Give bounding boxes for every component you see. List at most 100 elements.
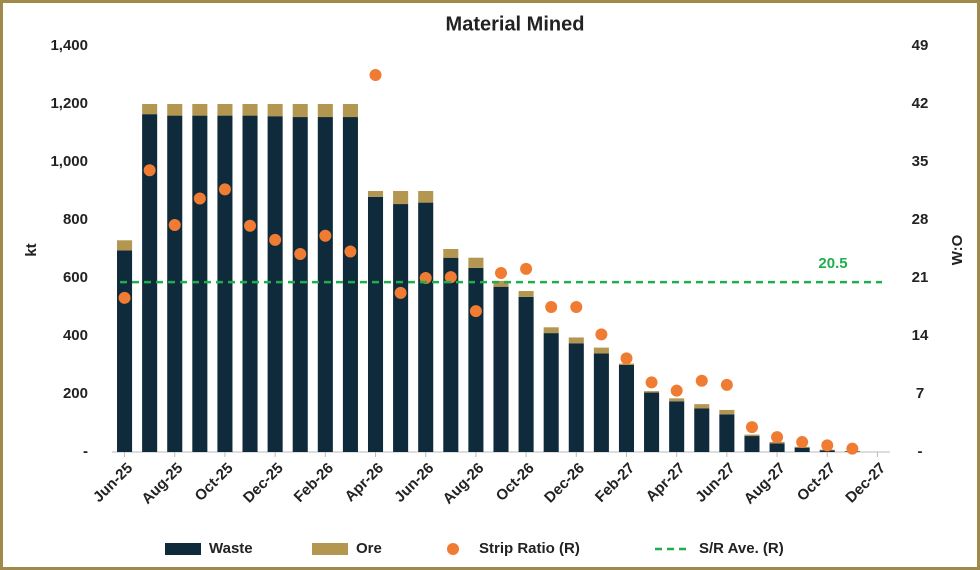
bar-segment: [593, 353, 609, 452]
strip-ratio-point: [645, 376, 658, 389]
bar-segment: [367, 191, 384, 197]
bar-segment: [418, 191, 434, 203]
bar-segment: [117, 250, 133, 452]
bar-segment: [217, 115, 233, 452]
strip-ratio-point: [444, 271, 457, 284]
strip-ratio-point: [771, 431, 784, 444]
y2-tick-label: -: [918, 443, 923, 460]
strip-ratio-point: [168, 218, 181, 231]
legend-label: Ore: [356, 540, 382, 557]
bar-segment: [568, 337, 584, 344]
bar-segment: [167, 115, 183, 452]
bar-segment: [794, 447, 810, 452]
bar-segment: [518, 291, 534, 297]
strip-ratio-point: [821, 439, 834, 452]
bar-segment: [317, 104, 333, 118]
bar-segment: [267, 116, 283, 453]
bar-segment: [292, 117, 308, 453]
strip-ratio-point: [344, 245, 357, 258]
strip-ratio-point: [695, 374, 708, 387]
legend-swatch: [447, 543, 459, 555]
bar-segment: [644, 392, 660, 452]
y-tick-label: 200: [63, 385, 88, 402]
bar-segment: [719, 414, 735, 452]
strip-ratio-point: [595, 328, 608, 341]
bar-segment: [292, 104, 308, 118]
strip-ratio-point: [545, 301, 558, 313]
bar-segment: [167, 104, 183, 116]
average-label: 20.5: [818, 255, 847, 272]
bar-segment: [593, 347, 609, 354]
y-tick-label: 1,200: [50, 95, 88, 112]
bar-segment: [443, 257, 459, 452]
strip-ratio-point: [394, 286, 407, 299]
chart-title: Material Mined: [446, 13, 585, 35]
bar-segment: [142, 104, 158, 115]
bar-segment: [618, 365, 635, 452]
strip-ratio-point: [620, 352, 633, 365]
legend-swatch: [312, 543, 348, 555]
strip-ratio-point: [269, 233, 282, 246]
legend-label: Strip Ratio (R): [479, 540, 580, 557]
legend-swatch: [165, 543, 201, 555]
bar-segment: [393, 204, 409, 452]
bar-segment: [493, 280, 509, 287]
bar-segment: [217, 104, 233, 116]
bar-segment: [192, 104, 208, 116]
strip-ratio-point: [520, 262, 533, 275]
bar-segment: [267, 104, 283, 117]
bar-segment: [418, 202, 434, 452]
y2-tick-label: 49: [912, 37, 929, 54]
legend-label: Waste: [209, 540, 253, 557]
y-tick-label: 1,400: [50, 37, 88, 54]
legend-label: S/R Ave. (R): [699, 540, 784, 557]
strip-ratio-point: [244, 219, 257, 232]
bar-segment: [367, 196, 384, 452]
bar-segment: [468, 267, 484, 452]
bar-segment: [192, 115, 208, 452]
y2-tick-label: 35: [912, 153, 929, 170]
bar-segment: [694, 408, 710, 452]
strip-ratio-point: [495, 267, 507, 280]
y-tick-label: -: [83, 443, 88, 460]
strip-ratio-point: [143, 164, 156, 177]
strip-ratio-point: [319, 229, 332, 242]
y-tick-label: 400: [63, 327, 88, 344]
bar-segment: [468, 257, 484, 268]
bar-segment: [694, 404, 710, 409]
bar-segment: [744, 434, 760, 437]
bar-segment: [493, 286, 509, 452]
strip-ratio-point: [193, 192, 206, 205]
strip-ratio-point: [846, 442, 859, 455]
y2-tick-label: 7: [916, 385, 924, 402]
strip-ratio-point: [570, 301, 583, 313]
strip-ratio-point: [796, 436, 809, 449]
bar-segment: [744, 436, 760, 452]
bar-segment: [669, 401, 685, 452]
bar-segment: [644, 391, 660, 393]
strip-ratio-point: [670, 384, 683, 397]
strip-ratio-point: [469, 305, 482, 318]
y-tick-label: 1,000: [50, 153, 88, 170]
bar-segment: [669, 398, 685, 402]
y2-axis-label: W:O: [949, 234, 966, 265]
bar-segment: [242, 104, 258, 116]
strip-ratio-point: [720, 378, 733, 391]
bar-segment: [342, 117, 358, 453]
bar-segment: [342, 104, 358, 118]
bar-segment: [568, 343, 584, 452]
strip-ratio-point: [118, 291, 131, 304]
strip-ratio-point: [745, 421, 758, 434]
bar-segment: [393, 191, 409, 205]
bar-segment: [518, 296, 534, 452]
bar-segment: [117, 240, 133, 251]
strip-ratio-point: [294, 247, 307, 260]
bar-segment: [769, 443, 785, 452]
bar-segment: [543, 333, 559, 452]
bar-segment: [719, 409, 735, 415]
bar-segment: [443, 249, 459, 258]
y2-tick-label: 14: [912, 327, 929, 344]
y2-tick-label: 42: [912, 95, 929, 112]
